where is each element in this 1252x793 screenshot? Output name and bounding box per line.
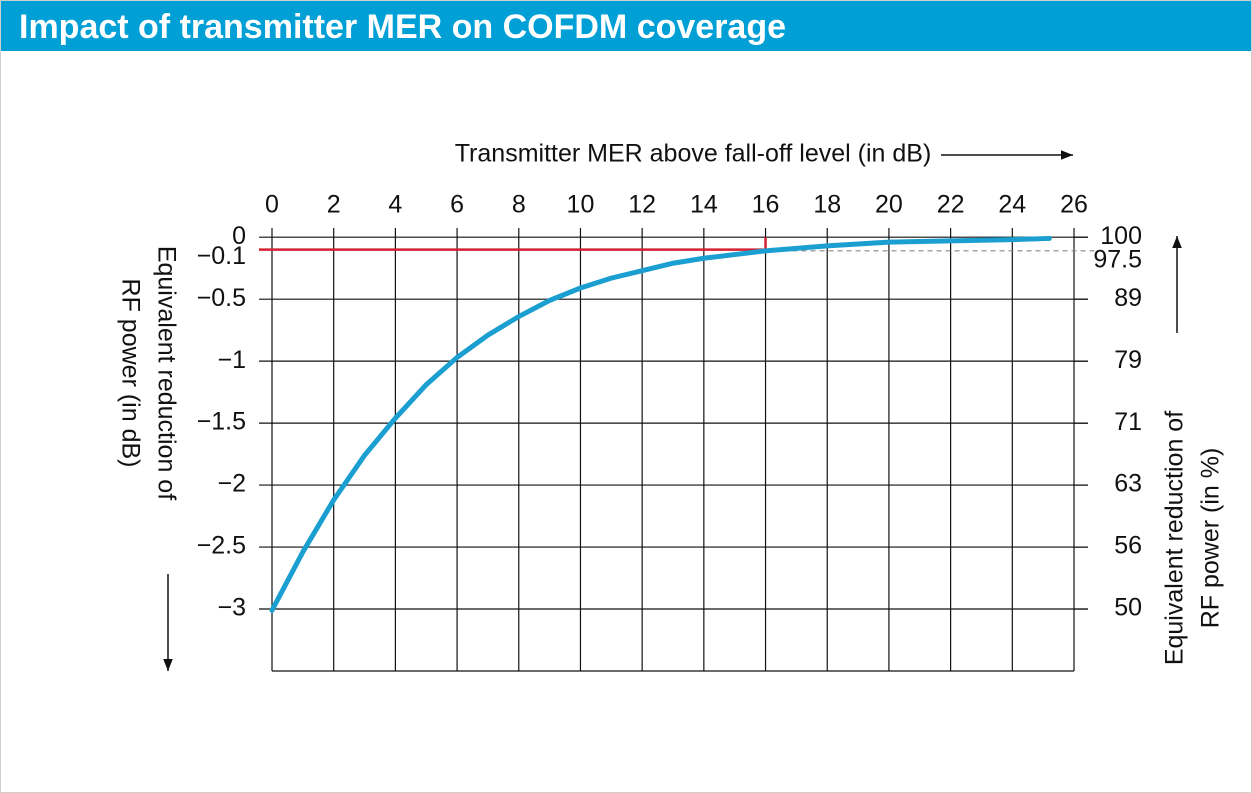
y2-tick-label: 79 — [1114, 346, 1142, 374]
y-tick-label: −1 — [217, 346, 246, 374]
y2-axis-label-line: RF power (in %) — [1197, 448, 1225, 629]
y-tick-label: −0.5 — [197, 284, 246, 312]
y2-axis-label: Equivalent reduction of RF power (in %) — [1161, 411, 1225, 665]
x-tick-label: 2 — [327, 191, 341, 219]
highlight-y-label: −0.1 — [197, 242, 246, 270]
x-tick-label: 18 — [813, 191, 841, 219]
highlight-y2-label: 97.5 — [1093, 245, 1142, 273]
x-tick-label: 8 — [512, 191, 526, 219]
x-tick-label: 6 — [450, 191, 464, 219]
title: Impact of transmitter MER on COFDM cover… — [19, 8, 787, 46]
y-tick-label: 0 — [232, 222, 246, 250]
x-tick-label: 22 — [937, 191, 965, 219]
y2-tick-label: 89 — [1114, 284, 1142, 312]
x-tick-label: 0 — [265, 191, 279, 219]
x-tick-label: 12 — [628, 191, 656, 219]
y2-tick-label: 50 — [1114, 594, 1142, 622]
y-tick-label: −2.5 — [197, 532, 246, 560]
x-tick-label: 4 — [388, 191, 402, 219]
y-axis-label: Equivalent reduction of RF power (in dB) — [116, 246, 180, 500]
y2-tick-label: 100 — [1100, 222, 1142, 250]
x-axis-label: Transmitter MER above fall-off level (in… — [455, 140, 932, 168]
y2-axis-label-line: Equivalent reduction of — [1161, 411, 1189, 665]
x-tick-label: 26 — [1060, 191, 1088, 219]
x-tick-label: 14 — [690, 191, 718, 219]
x-tick-label: 24 — [998, 191, 1026, 219]
y-tick-label: −2 — [217, 470, 246, 498]
y-axis-label-line: RF power (in dB) — [116, 279, 144, 468]
x-tick-label: 20 — [875, 191, 903, 219]
y2-tick-label: 71 — [1114, 408, 1142, 436]
x-tick-label: 16 — [752, 191, 780, 219]
x-tick-label: 10 — [567, 191, 595, 219]
y-tick-label: −1.5 — [197, 408, 246, 436]
y-axis-label-line: Equivalent reduction of — [152, 246, 180, 500]
y2-tick-label: 63 — [1114, 470, 1142, 498]
y-tick-label: −3 — [217, 594, 246, 622]
title-bar: Impact of transmitter MER on COFDM cover… — [1, 1, 1251, 51]
line — [269, 235, 1052, 613]
y2-tick-label: 56 — [1114, 532, 1142, 560]
